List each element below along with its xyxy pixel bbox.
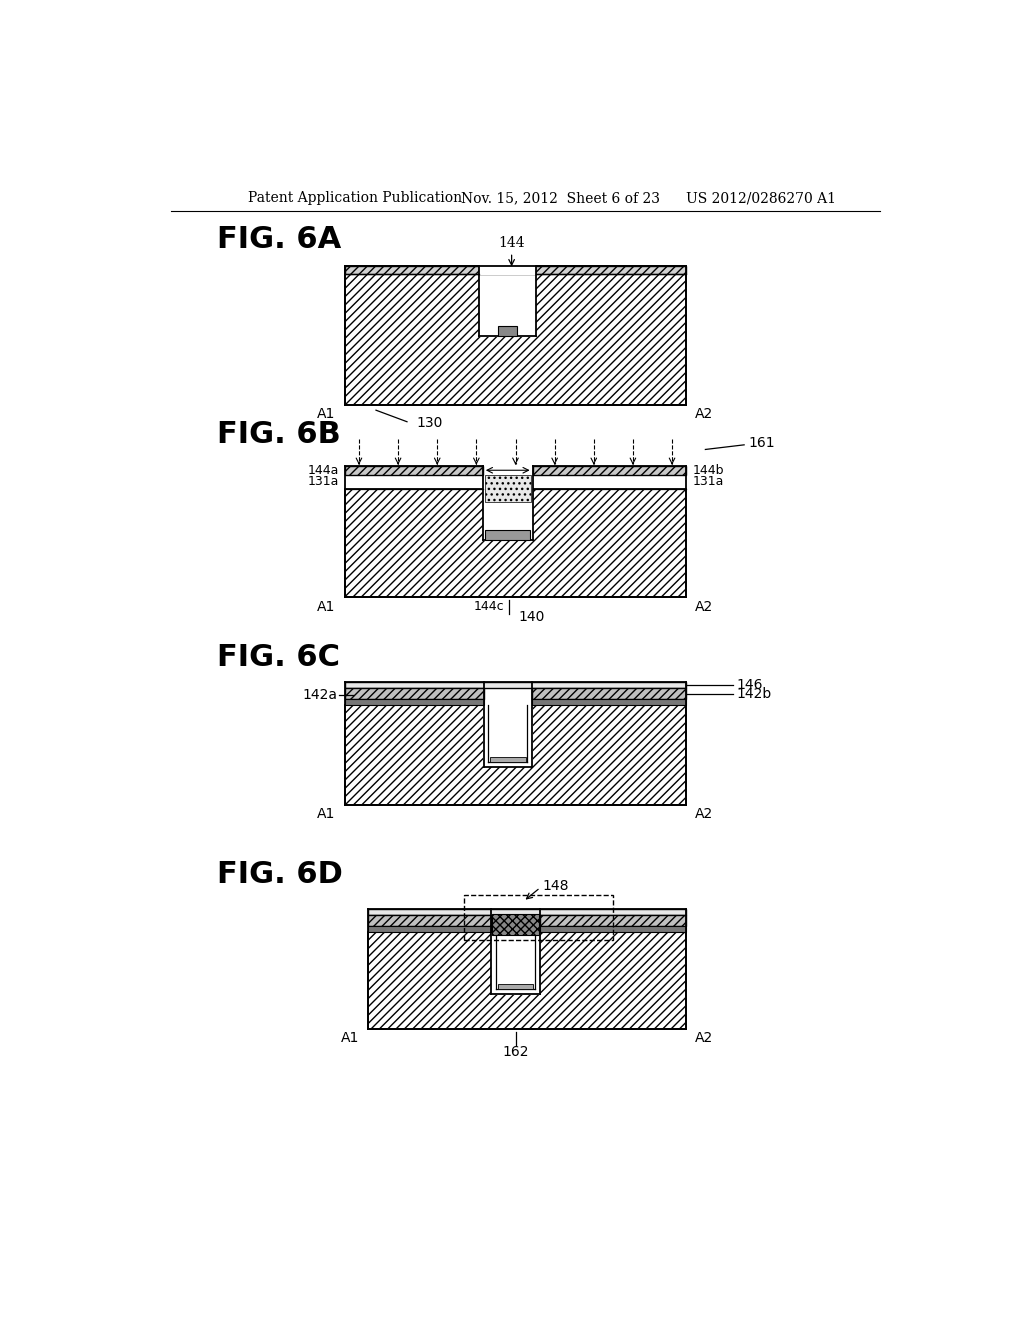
- Text: FIG. 6C: FIG. 6C: [217, 643, 340, 672]
- Bar: [531, 700, 686, 705]
- Bar: [540, 927, 686, 932]
- Text: A2: A2: [695, 1031, 714, 1044]
- Text: A1: A1: [341, 1031, 359, 1044]
- Text: A1: A1: [317, 407, 336, 421]
- Text: A1: A1: [317, 808, 336, 821]
- Text: 131a: 131a: [692, 475, 724, 488]
- Text: 144c: 144c: [473, 601, 504, 612]
- Text: 131a: 131a: [307, 475, 339, 488]
- Text: A2: A2: [695, 808, 714, 821]
- Text: 130: 130: [417, 416, 442, 430]
- Bar: [369, 915, 492, 927]
- Bar: [345, 700, 483, 705]
- Bar: [485, 531, 530, 540]
- Text: 140: 140: [518, 610, 545, 624]
- Bar: [498, 983, 534, 989]
- Bar: [499, 326, 517, 335]
- Text: 142a: 142a: [302, 688, 337, 702]
- Text: 144: 144: [499, 236, 525, 249]
- Text: 144b: 144b: [692, 463, 724, 477]
- Bar: [479, 265, 537, 275]
- Bar: [345, 688, 483, 700]
- Bar: [345, 267, 686, 275]
- Text: 161: 161: [748, 437, 774, 450]
- Bar: [540, 915, 686, 927]
- Bar: [479, 265, 537, 337]
- Text: FIG. 6A: FIG. 6A: [217, 224, 341, 253]
- Bar: [483, 465, 532, 541]
- Text: 146: 146: [736, 678, 763, 692]
- Text: FIG. 6B: FIG. 6B: [217, 420, 341, 449]
- Bar: [464, 895, 613, 940]
- Text: 144a: 144a: [307, 463, 339, 477]
- Bar: [345, 488, 686, 598]
- Bar: [369, 927, 492, 932]
- Text: 162: 162: [502, 1044, 528, 1059]
- Bar: [345, 705, 686, 805]
- Bar: [490, 908, 541, 995]
- Bar: [345, 682, 686, 688]
- Bar: [369, 909, 686, 915]
- Bar: [369, 932, 686, 1028]
- Text: 142b: 142b: [736, 686, 772, 701]
- Bar: [531, 688, 686, 700]
- Bar: [532, 466, 686, 475]
- Text: A2: A2: [695, 407, 714, 421]
- Text: A1: A1: [317, 599, 336, 614]
- Bar: [345, 267, 686, 405]
- Text: US 2012/0286270 A1: US 2012/0286270 A1: [686, 191, 836, 206]
- Text: A2: A2: [695, 599, 714, 614]
- Bar: [483, 681, 532, 767]
- Bar: [345, 466, 483, 475]
- Text: Patent Application Publication: Patent Application Publication: [248, 191, 462, 206]
- Text: 148: 148: [543, 879, 569, 894]
- Text: Nov. 15, 2012  Sheet 6 of 23: Nov. 15, 2012 Sheet 6 of 23: [461, 191, 660, 206]
- Bar: [493, 913, 539, 936]
- Bar: [484, 475, 531, 502]
- Text: FIG. 6D: FIG. 6D: [217, 861, 343, 888]
- Bar: [489, 758, 525, 762]
